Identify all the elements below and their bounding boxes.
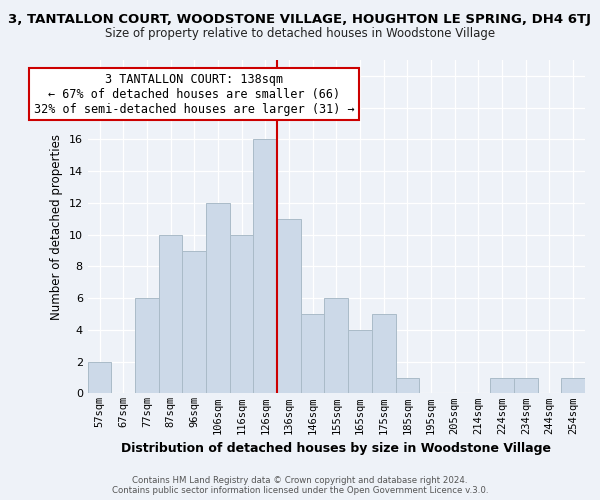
Bar: [395, 378, 419, 394]
Bar: [135, 298, 159, 394]
Bar: [372, 314, 395, 394]
Bar: [490, 378, 514, 394]
X-axis label: Distribution of detached houses by size in Woodstone Village: Distribution of detached houses by size …: [121, 442, 551, 455]
Text: Size of property relative to detached houses in Woodstone Village: Size of property relative to detached ho…: [105, 28, 495, 40]
Bar: [348, 330, 372, 394]
Y-axis label: Number of detached properties: Number of detached properties: [50, 134, 63, 320]
Bar: [562, 378, 585, 394]
Bar: [514, 378, 538, 394]
Bar: [88, 362, 112, 394]
Bar: [182, 250, 206, 394]
Bar: [301, 314, 325, 394]
Bar: [325, 298, 348, 394]
Text: 3, TANTALLON COURT, WOODSTONE VILLAGE, HOUGHTON LE SPRING, DH4 6TJ: 3, TANTALLON COURT, WOODSTONE VILLAGE, H…: [8, 12, 592, 26]
Bar: [253, 140, 277, 394]
Bar: [230, 234, 253, 394]
Text: Contains HM Land Registry data © Crown copyright and database right 2024.
Contai: Contains HM Land Registry data © Crown c…: [112, 476, 488, 495]
Bar: [277, 219, 301, 394]
Bar: [206, 203, 230, 394]
Bar: [159, 234, 182, 394]
Text: 3 TANTALLON COURT: 138sqm
← 67% of detached houses are smaller (66)
32% of semi-: 3 TANTALLON COURT: 138sqm ← 67% of detac…: [34, 72, 355, 116]
